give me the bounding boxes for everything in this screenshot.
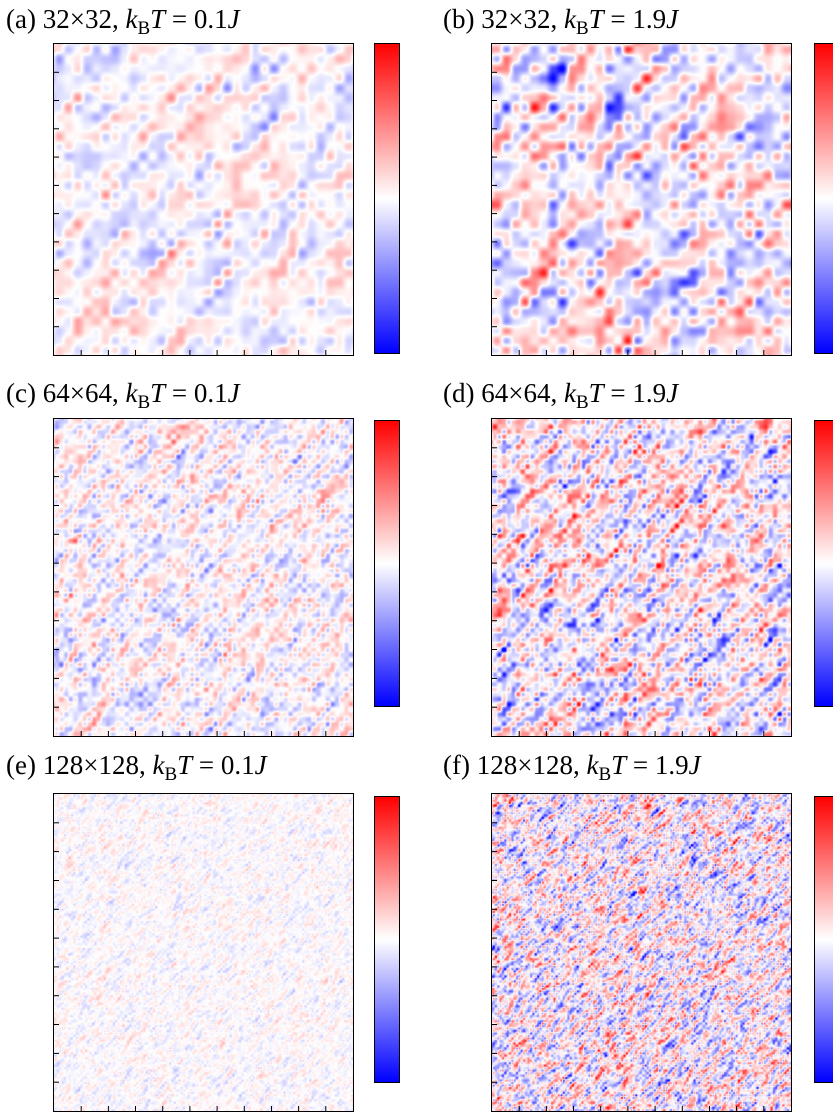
energy-unit: J	[227, 4, 240, 34]
colorbar	[374, 420, 400, 707]
heatmap-canvas	[492, 44, 791, 355]
temperature-value: 1.9	[632, 378, 667, 408]
tick-marks	[54, 71, 327, 355]
energy-unit: J	[666, 378, 679, 408]
lattice-size: 128×128	[42, 750, 139, 780]
heatmap-canvas	[492, 419, 791, 736]
temperature-value: 0.1	[193, 4, 228, 34]
tick-marks	[492, 447, 765, 736]
kb-symbol: k	[563, 378, 576, 408]
heatmap	[53, 43, 354, 356]
heatmap-canvas	[54, 419, 353, 736]
panel-letter: (f)	[443, 750, 470, 780]
panel-letter: (b)	[443, 4, 475, 34]
temperature-value: 1.9	[632, 4, 667, 34]
lattice-size: 128×128	[476, 750, 573, 780]
kb-symbol: k	[125, 378, 138, 408]
heatmap	[491, 418, 792, 737]
kb-symbol: k	[563, 4, 576, 34]
heatmap-canvas	[54, 44, 353, 355]
kb-symbol: k	[125, 4, 138, 34]
heatmap	[491, 793, 792, 1112]
panel-title: (c) 64×64, kBT = 0.1J	[6, 378, 240, 413]
panel-letter: (a)	[6, 4, 36, 34]
kb-symbol: k	[586, 750, 599, 780]
panel-title: (b) 32×32, kBT = 1.9J	[443, 4, 679, 39]
colorbar	[374, 796, 400, 1083]
tick-marks	[492, 71, 765, 355]
panel-letter: (c)	[6, 378, 36, 408]
panel-title: (d) 64×64, kBT = 1.9J	[443, 378, 679, 413]
temperature-value: 0.1	[193, 378, 228, 408]
temperature-value: 1.9	[654, 750, 689, 780]
panel-letter: (d)	[443, 378, 475, 408]
heatmap	[53, 418, 354, 737]
lattice-size: 32×32	[42, 4, 112, 34]
temperature-value: 0.1	[220, 750, 255, 780]
kb-symbol: k	[152, 750, 165, 780]
panel-letter: (e)	[6, 750, 36, 780]
heatmap	[53, 793, 354, 1112]
lattice-size: 64×64	[42, 378, 112, 408]
colorbar	[814, 796, 833, 1083]
tick-marks	[54, 822, 327, 1111]
tick-marks	[54, 447, 327, 736]
panel-title: (e) 128×128, kBT = 0.1J	[6, 750, 267, 785]
lattice-size: 64×64	[481, 378, 551, 408]
energy-unit: J	[227, 378, 240, 408]
energy-unit: J	[688, 750, 701, 780]
colorbar	[374, 43, 400, 354]
heatmap-canvas	[492, 794, 791, 1111]
lattice-size: 32×32	[481, 4, 551, 34]
panel-title: (f) 128×128, kBT = 1.9J	[443, 750, 701, 785]
panel-title: (a) 32×32, kBT = 0.1J	[6, 4, 240, 39]
tick-marks	[492, 822, 765, 1111]
heatmap	[491, 43, 792, 356]
energy-unit: J	[254, 750, 267, 780]
heatmap-canvas	[54, 794, 353, 1111]
colorbar	[814, 43, 833, 354]
colorbar	[814, 420, 833, 707]
energy-unit: J	[666, 4, 679, 34]
